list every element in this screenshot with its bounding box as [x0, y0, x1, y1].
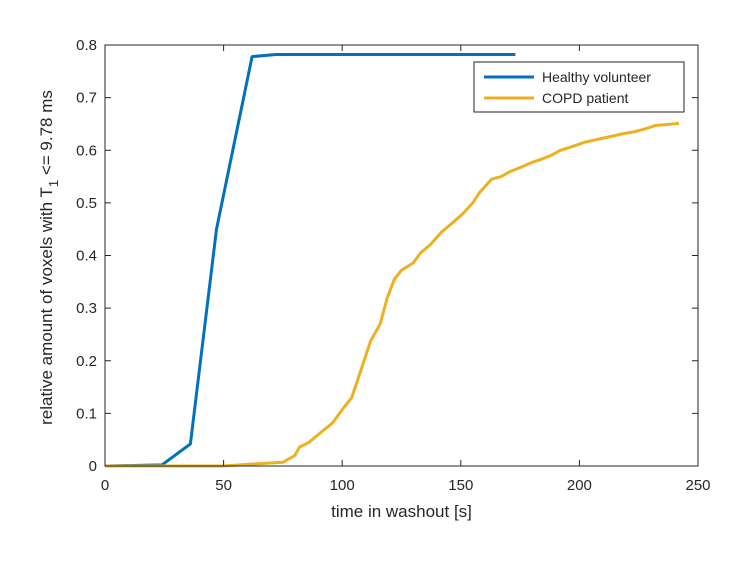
plot-background [105, 45, 698, 466]
legend-box [473, 61, 685, 113]
y-tick-label: 0 [89, 458, 97, 475]
y-tick-label: 0.4 [76, 248, 97, 265]
plot-area [105, 45, 698, 466]
x-axis-title: time in washout [s] [331, 502, 472, 521]
series-line-1 [104, 53, 516, 468]
y-tick-label: 0.8 [76, 37, 97, 54]
series-line-2 [105, 121, 680, 468]
y-axis-title-main: relative amount of voxels with T [37, 187, 56, 425]
x-tick-label: 100 [330, 477, 355, 494]
x-tick-label: 200 [567, 477, 592, 494]
y-axis-title-subscript: 1 [46, 180, 61, 187]
y-tick-label: 0.5 [76, 195, 97, 212]
y-axis-title-tail: <= 9.78 ms [37, 90, 56, 180]
y-tick-label: 0.2 [76, 353, 97, 370]
x-tick-label: 150 [448, 477, 473, 494]
x-tick-label: 250 [685, 477, 710, 494]
y-tick-label: 0.6 [76, 142, 97, 159]
y-tick-label: 0.1 [76, 405, 97, 422]
y-tick-label: 0.3 [76, 300, 97, 317]
legend-label-2: COPD patient [542, 90, 628, 106]
y-axis-title: relative amount of voxels with T1 <= 9.7… [37, 90, 61, 425]
legend-label-1: Healthy volunteer [542, 69, 651, 85]
ticks-layer: 0 50 100 150 200 250 0 0.1 0.2 0.3 0.4 0.5 0.6 0.7 0.8 [76, 37, 710, 494]
x-tick-label: 0 [101, 477, 109, 494]
y-tick-label: 0.7 [76, 90, 97, 107]
x-tick-label: 50 [215, 477, 232, 494]
series-layer [104, 53, 680, 468]
legend: Healthy volunteer COPD patient [473, 61, 685, 113]
